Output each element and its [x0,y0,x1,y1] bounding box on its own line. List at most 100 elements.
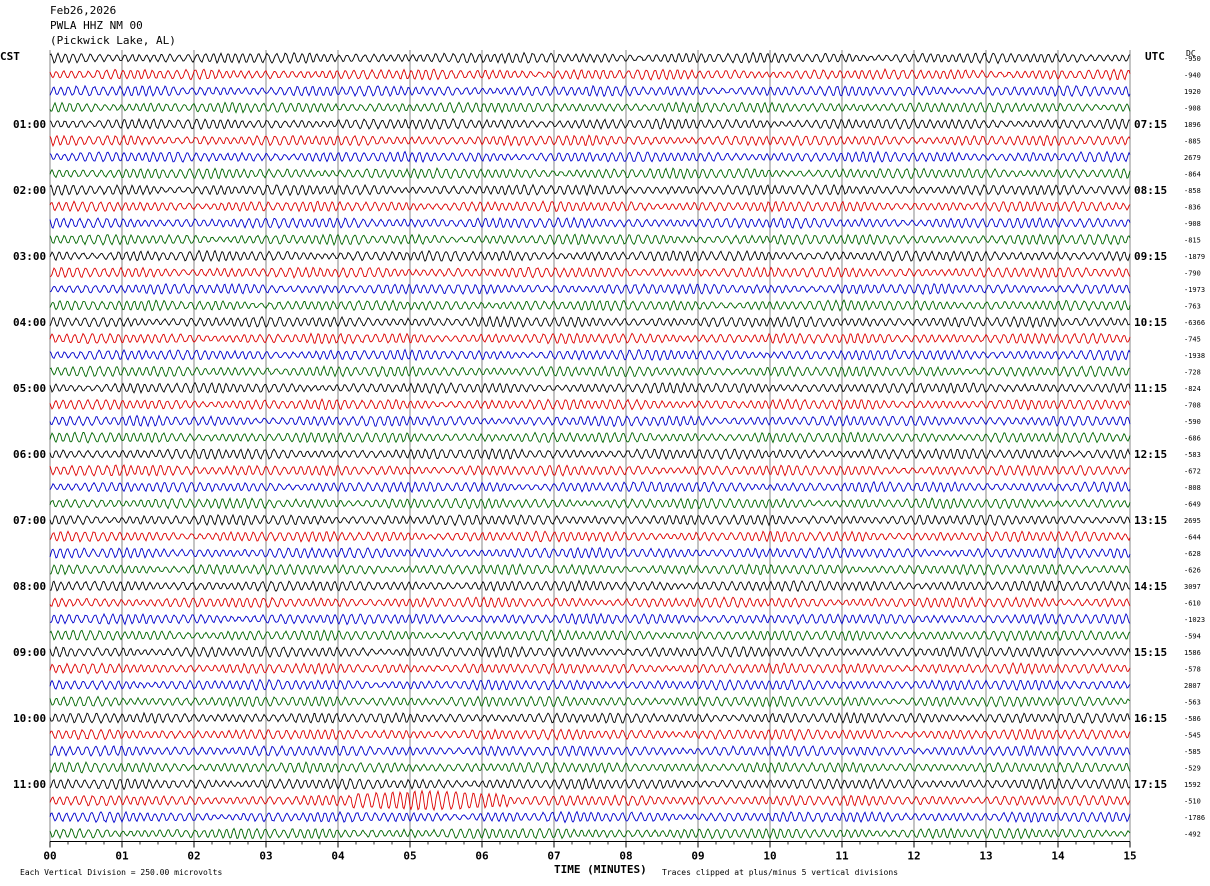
dc-offset: -583 [1184,451,1201,459]
trace-7 [49,150,1131,164]
utc-hour-label: 13:15 [1134,514,1167,527]
cst-hour-label: 11:00 [13,778,46,791]
dc-offset: -492 [1184,831,1201,839]
dc-offset: -628 [1184,550,1201,558]
x-tick-label: 12 [907,850,920,863]
cst-hour-label: 08:00 [13,580,46,593]
dc-offset: -745 [1184,336,1201,344]
dc-offset: -649 [1184,501,1201,509]
cst-hour-label: 04:00 [13,316,46,329]
dc-offset: -824 [1184,385,1201,393]
trace-22 [49,398,1131,411]
x-axis-title: TIME (MINUTES) [554,863,647,876]
cst-hour-label: 09:00 [13,646,46,659]
dc-offset: -672 [1184,468,1201,476]
trace-26 [49,464,1131,477]
cst-hour-label: 02:00 [13,184,46,197]
dc-offset: -708 [1184,402,1201,410]
trace-29 [49,513,1131,527]
x-tick-label: 04 [331,850,345,863]
x-tick-label: 02 [187,850,200,863]
trace-46 [49,789,1131,812]
cst-label: CST [0,50,20,63]
trace-47 [49,810,1131,824]
dc-offset: -644 [1184,534,1201,542]
time-axis: 00 01 02 03 04 05 06 07 08 09 10 11 12 13 14 15 [43,841,1137,863]
trace-34 [49,596,1131,609]
trace-30 [49,530,1131,543]
cst-hour-label: 05:00 [13,382,46,395]
dc-offset: 3097 [1184,583,1201,591]
dc-offset: 1586 [1184,649,1201,657]
dc-label: DC [1186,49,1196,58]
channel-label: PWLA HHZ NM 00 [50,19,143,32]
dc-offset: -1879 [1184,253,1205,261]
utc-hour-labels: 07:15 08:15 09:15 10:15 11:15 12:15 13:15 14:15… [1134,118,1167,791]
dc-offset: -885 [1184,138,1201,146]
dc-offset: -686 [1184,435,1201,443]
trace-41 [49,711,1131,724]
trace-45 [49,777,1131,791]
dc-offset: 1920 [1184,88,1201,96]
x-tick-label: 03 [259,850,272,863]
cst-hour-label: 03:00 [13,250,46,263]
trace-24 [49,431,1131,444]
trace-14 [49,266,1131,279]
trace-11 [49,216,1131,230]
dc-offset: -763 [1184,303,1201,311]
utc-hour-label: 11:15 [1134,382,1167,395]
trace-20 [49,365,1131,378]
utc-hour-label: 10:15 [1134,316,1167,329]
trace-35 [49,612,1131,626]
trace-8 [49,167,1131,180]
trace-42 [49,728,1131,742]
utc-hour-label: 16:15 [1134,712,1167,725]
x-tick-label: 14 [1051,850,1065,863]
dc-offset: -626 [1184,567,1201,575]
trace-43 [49,744,1131,758]
seismic-traces [49,51,1131,840]
trace-18 [49,332,1131,345]
dc-offset: -510 [1184,798,1201,806]
utc-hour-label: 14:15 [1134,580,1167,593]
x-tick-label: 15 [1123,850,1136,863]
dc-offset: -940 [1184,72,1201,80]
x-tick-label: 11 [835,850,849,863]
x-tick-label: 05 [403,850,416,863]
dc-offset: -610 [1184,600,1201,608]
x-tick-label: 13 [979,850,992,863]
trace-32 [49,563,1131,576]
trace-23 [49,414,1131,428]
dc-offset: 1592 [1184,781,1201,789]
x-tick-label: 08 [619,850,632,863]
dc-offset: -578 [1184,666,1201,674]
cst-hour-label: 01:00 [13,118,46,131]
dc-offset: -6366 [1184,319,1205,327]
trace-3 [49,84,1131,98]
dc-offset: -950 [1184,55,1201,63]
trace-13 [49,249,1131,263]
trace-17 [49,315,1131,329]
trace-10 [49,200,1131,213]
trace-9 [49,183,1131,197]
trace-36 [49,628,1131,642]
trace-40 [49,695,1131,708]
trace-12 [49,233,1131,247]
clip-note: Traces clipped at plus/minus 5 vertical … [662,868,899,877]
dc-offset: 2807 [1184,682,1201,690]
trace-31 [49,546,1131,560]
trace-2 [49,67,1131,81]
trace-16 [49,299,1131,312]
dc-offset-labels: -950 -940 1920 -908 1896 -885 2679 -864 -858 -836… [1184,55,1205,839]
dc-offset: -590 [1184,418,1201,426]
x-tick-label: 09 [691,850,704,863]
dc-offset: -594 [1184,633,1201,641]
date-label: Feb26,2026 [50,4,117,17]
dc-offset: -529 [1184,765,1201,773]
x-tick-label: 01 [115,850,129,863]
x-tick-label: 10 [763,850,776,863]
trace-1 [49,51,1131,65]
dc-offset: -1938 [1184,352,1205,360]
minute-gridlines [49,50,1131,842]
trace-6 [49,134,1131,147]
